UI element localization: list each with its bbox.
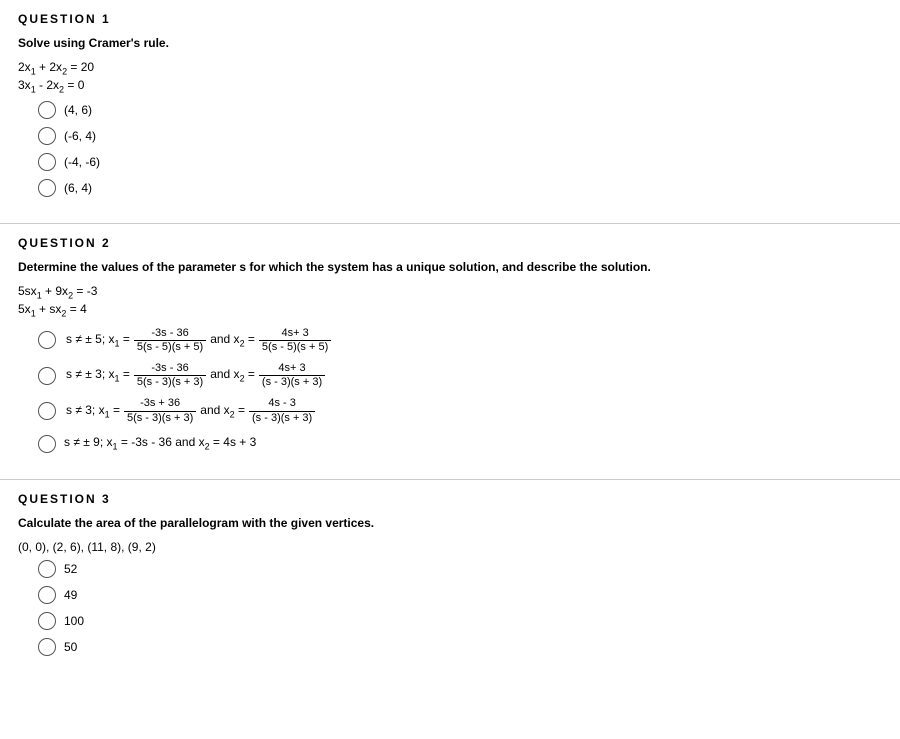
radio-icon[interactable] (38, 367, 56, 385)
radio-icon[interactable] (38, 179, 56, 197)
radio-icon[interactable] (38, 127, 56, 145)
option-row[interactable]: (-6, 4) (38, 125, 882, 147)
question-title: QUESTION 1 (18, 12, 882, 26)
option-row[interactable]: 100 (38, 610, 882, 632)
eq-text: + sx (36, 302, 62, 316)
options-group: 52 49 100 50 (38, 558, 882, 658)
option-row[interactable]: 52 (38, 558, 882, 580)
numerator: -3s - 36 (134, 327, 206, 341)
condition-text: s ≠ ± 5; x1 = (66, 332, 130, 348)
radio-icon[interactable] (38, 586, 56, 604)
equation-line: 5x1 + sx2 = 4 (18, 302, 882, 318)
numerator: -3s - 36 (134, 362, 206, 376)
radio-icon[interactable] (38, 402, 56, 420)
denominator: (s - 3)(s + 3) (259, 376, 325, 389)
numerator: 4s+ 3 (259, 327, 331, 341)
equation-line: 2x1 + 2x2 = 20 (18, 60, 882, 76)
denominator: 5(s - 5)(s + 5) (134, 341, 206, 354)
option-row[interactable]: (-4, -6) (38, 151, 882, 173)
fraction: 4s - 3 (s - 3)(s + 3) (249, 397, 315, 424)
eq-text: = 4 (66, 302, 86, 316)
condition-text: s ≠ ± 3; x1 = (66, 367, 130, 383)
question-title: QUESTION 2 (18, 236, 882, 250)
eq-text: 5x (18, 302, 31, 316)
option-row[interactable]: s ≠ 3; x1 = -3s + 36 5(s - 3)(s + 3) and… (38, 397, 882, 424)
option-row[interactable]: (4, 6) (38, 99, 882, 121)
radio-icon[interactable] (38, 435, 56, 453)
question-prompt: Calculate the area of the parallelogram … (18, 516, 882, 530)
option-text: (4, 6) (64, 103, 92, 117)
given-text: (0, 0), (2, 6), (11, 8), (9, 2) (18, 540, 882, 554)
equation-line: 3x1 - 2x2 = 0 (18, 78, 882, 94)
eq-text: - 2x (36, 78, 59, 92)
option-text: (-4, -6) (64, 155, 100, 169)
eq-text: 2x (18, 60, 31, 74)
mid-text: and x2 = (200, 403, 245, 419)
radio-icon[interactable] (38, 101, 56, 119)
denominator: 5(s - 3)(s + 3) (124, 412, 196, 425)
option-text: 52 (64, 562, 77, 576)
option-row[interactable]: 50 (38, 636, 882, 658)
fraction: 4s+ 3 (s - 3)(s + 3) (259, 362, 325, 389)
option-row[interactable]: (6, 4) (38, 177, 882, 199)
question-3: QUESTION 3 Calculate the area of the par… (0, 480, 900, 682)
options-group: s ≠ ± 5; x1 = -3s - 36 5(s - 5)(s + 5) a… (38, 327, 882, 455)
question-prompt: Determine the values of the parameter s … (18, 260, 882, 274)
equation-line: 5sx1 + 9x2 = -3 (18, 284, 882, 300)
fraction: 4s+ 3 5(s - 5)(s + 5) (259, 327, 331, 354)
eq-text: + 9x (42, 284, 68, 298)
question-prompt: Solve using Cramer's rule. (18, 36, 882, 50)
question-2: QUESTION 2 Determine the values of the p… (0, 224, 900, 480)
eq-text: 3x (18, 78, 31, 92)
question-1: QUESTION 1 Solve using Cramer's rule. 2x… (0, 0, 900, 224)
option-text: s ≠ ± 9; x1 = -3s - 36 and x2 = 4s + 3 (64, 435, 256, 451)
option-row[interactable]: 49 (38, 584, 882, 606)
radio-icon[interactable] (38, 612, 56, 630)
mid-text: and x2 = (210, 367, 255, 383)
option-row[interactable]: s ≠ ± 3; x1 = -3s - 36 5(s - 3)(s + 3) a… (38, 362, 882, 389)
option-text: 50 (64, 640, 77, 654)
option-row[interactable]: s ≠ ± 9; x1 = -3s - 36 and x2 = 4s + 3 (38, 433, 882, 455)
option-row[interactable]: s ≠ ± 5; x1 = -3s - 36 5(s - 5)(s + 5) a… (38, 327, 882, 354)
denominator: 5(s - 5)(s + 5) (259, 341, 331, 354)
eq-text: + 2x (36, 60, 62, 74)
radio-icon[interactable] (38, 638, 56, 656)
numerator: 4s+ 3 (259, 362, 325, 376)
option-text: (-6, 4) (64, 129, 96, 143)
numerator: -3s + 36 (124, 397, 196, 411)
numerator: 4s - 3 (249, 397, 315, 411)
radio-icon[interactable] (38, 153, 56, 171)
option-text: 100 (64, 614, 84, 628)
radio-icon[interactable] (38, 560, 56, 578)
question-title: QUESTION 3 (18, 492, 882, 506)
eq-text: = -3 (73, 284, 97, 298)
eq-text: = 0 (64, 78, 84, 92)
eq-text: = 20 (67, 60, 94, 74)
denominator: 5(s - 3)(s + 3) (134, 376, 206, 389)
mid-text: and x2 = (210, 332, 255, 348)
option-text: (6, 4) (64, 181, 92, 195)
option-text: 49 (64, 588, 77, 602)
options-group: (4, 6) (-6, 4) (-4, -6) (6, 4) (38, 99, 882, 199)
radio-icon[interactable] (38, 331, 56, 349)
denominator: (s - 3)(s + 3) (249, 412, 315, 425)
fraction: -3s + 36 5(s - 3)(s + 3) (124, 397, 196, 424)
fraction: -3s - 36 5(s - 5)(s + 5) (134, 327, 206, 354)
eq-text: 5sx (18, 284, 37, 298)
condition-text: s ≠ 3; x1 = (66, 403, 120, 419)
fraction: -3s - 36 5(s - 3)(s + 3) (134, 362, 206, 389)
